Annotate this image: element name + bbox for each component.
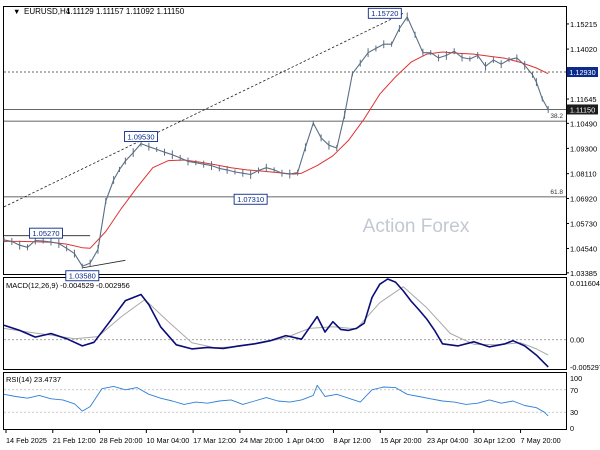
y-tick-label: 1.14020 — [570, 45, 597, 54]
price-line — [3, 16, 549, 267]
price-series — [3, 12, 549, 269]
header-arrow-icon: ▼ — [13, 7, 20, 16]
x-tick-label: 21 Feb 12:00 — [53, 436, 96, 445]
y-tick-label: 1.11645 — [570, 95, 597, 104]
price-panel-frame — [3, 6, 567, 275]
x-tick-label: 30 Apr 12:00 — [474, 436, 515, 445]
x-axis: 14 Feb 2025 21 Feb 12:00 28 Feb 20:00 10 Ma… — [5, 430, 561, 445]
rsi-line — [3, 384, 549, 417]
axis-highlight-label: 1.11150 — [570, 105, 595, 114]
y-tick-label: 1.08110 — [570, 170, 597, 179]
x-tick-label: 10 Mar 04:00 — [146, 436, 189, 445]
trendline — [3, 12, 404, 208]
price-label-box — [124, 131, 158, 143]
x-tick-label: 8 Apr 12:00 — [333, 436, 370, 445]
y-tick-label: 1.06920 — [570, 194, 597, 203]
price-label: 1.05270 — [32, 229, 59, 238]
x-tick-label: 28 Feb 20:00 — [100, 436, 143, 445]
x-tick-label: 1 Apr 04:00 — [287, 436, 324, 445]
price-label-box — [367, 7, 402, 19]
rsi-panel-frame — [3, 372, 567, 430]
price-label-box — [29, 227, 63, 239]
price-label-box — [65, 270, 100, 282]
price-label-box — [233, 193, 268, 205]
price-label: 1.03580 — [69, 272, 96, 281]
moving-average-line — [4, 51, 549, 249]
y-tick-label: 1.10490 — [570, 119, 597, 128]
header-symbol: EURUSD,H4 — [24, 7, 71, 16]
watermark: Action Forex — [363, 216, 470, 237]
y-tick-label: 1.03385 — [570, 269, 597, 278]
y-tick-label: 1.09300 — [570, 144, 597, 153]
x-tick-label: 23 Apr 04:00 — [427, 436, 468, 445]
macd-title: MACD(12,26,9) -0.004529 -0.002956 — [6, 281, 130, 290]
axis-highlight-box — [567, 104, 598, 115]
price-annotations: 1.15720 1.09530 1.07310 1.05270 1.03580 1.129… — [29, 7, 598, 282]
trendlines — [3, 12, 404, 269]
price-label: 1.15720 — [371, 9, 398, 18]
fibo-label: 38.2 — [550, 113, 563, 120]
trendline — [82, 259, 126, 269]
x-tick-label: 7 May 20:00 — [521, 436, 561, 445]
moving-average-series — [4, 51, 549, 249]
x-tick-label: 24 Mar 20:00 — [240, 436, 283, 445]
rsi-tick-label: 30 — [570, 408, 578, 417]
price-y-axis: 1.15215 1.14020 1.12930 1.11645 1.10490 1.093… — [566, 20, 597, 278]
macd-tick-label: -0.005297 — [570, 363, 600, 372]
macd-tick-label: 0.011604 — [570, 279, 600, 288]
horizontal-levels: 38.2 61.8 — [4, 71, 566, 198]
price-label: 1.09530 — [127, 132, 154, 141]
macd-panel: 0.011604 0.00 -0.005297 — [3, 278, 600, 372]
rsi-title: RSI(14) 23.4737 — [6, 375, 61, 384]
y-tick-label: 1.15215 — [570, 20, 597, 29]
macd-panel-frame — [3, 277, 567, 370]
axis-highlight-label: 1.12930 — [569, 68, 595, 77]
rsi-panel: 100 70 30 0 — [3, 374, 582, 433]
x-tick-label: 17 Mar 12:00 — [193, 436, 236, 445]
y-tick-label: 1.04540 — [570, 245, 597, 254]
x-tick-label: 15 Apr 20:00 — [380, 436, 421, 445]
rsi-tick-label: 0 — [570, 424, 574, 433]
rsi-tick-label: 100 — [570, 374, 582, 383]
x-tick-label: 14 Feb 2025 — [6, 436, 47, 445]
axis-highlight-box — [567, 67, 598, 78]
macd-main-line — [3, 278, 549, 368]
y-tick-label: 1.05730 — [570, 220, 597, 229]
price-label: 1.07310 — [237, 195, 264, 204]
macd-tick-label: 0.00 — [570, 336, 584, 345]
header-ohlc: 1.11129 1.11157 1.11092 1.11150 — [66, 7, 185, 16]
rsi-tick-label: 70 — [570, 386, 578, 395]
fibo-label: 61.8 — [550, 189, 563, 196]
